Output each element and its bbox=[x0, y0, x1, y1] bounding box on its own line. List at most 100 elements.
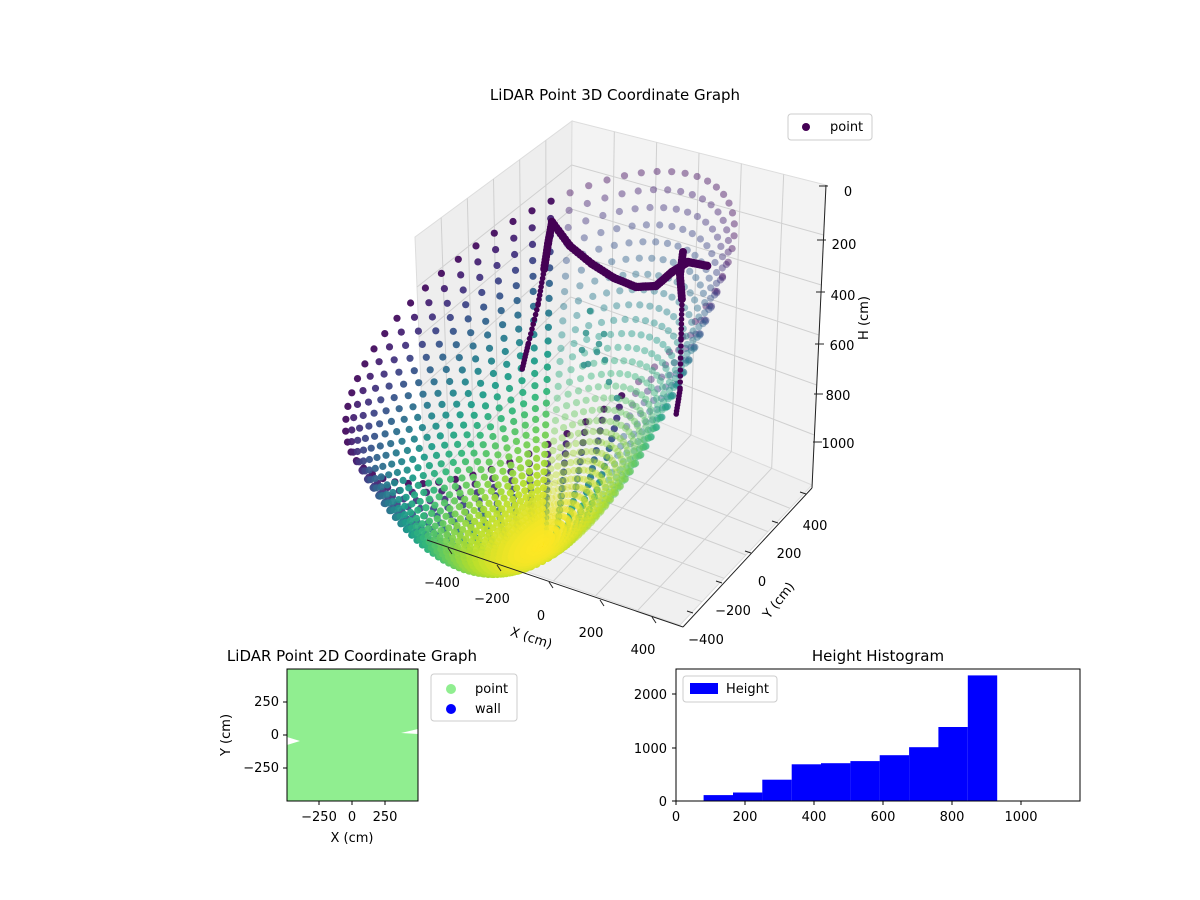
surface-point bbox=[371, 384, 380, 392]
surface-point bbox=[531, 369, 539, 378]
surface-point bbox=[425, 462, 433, 470]
surface-point bbox=[628, 330, 636, 338]
surface-point bbox=[570, 511, 579, 519]
surface-point bbox=[588, 406, 596, 414]
histogram-bar bbox=[703, 795, 733, 801]
surface-point bbox=[565, 206, 573, 214]
surface-point bbox=[631, 454, 639, 462]
surface-point bbox=[481, 402, 490, 410]
x-axis-line bbox=[426, 539, 684, 628]
surface-point bbox=[545, 481, 553, 489]
surface-point bbox=[548, 533, 556, 541]
surface-point bbox=[505, 384, 514, 393]
x-tick-label: 1000 bbox=[1004, 810, 1037, 825]
surface-point bbox=[616, 370, 624, 378]
surface-point bbox=[571, 475, 580, 483]
surface-point bbox=[573, 524, 581, 532]
surface-point bbox=[557, 543, 565, 551]
z-tick-label: 200 bbox=[832, 238, 857, 253]
surface-point bbox=[583, 503, 591, 511]
surface-point bbox=[595, 478, 604, 487]
surface-point bbox=[629, 454, 637, 462]
surface-point bbox=[465, 466, 473, 474]
surface-point bbox=[406, 354, 414, 362]
trajectory-point bbox=[677, 379, 683, 385]
surface-point bbox=[615, 403, 623, 411]
surface-point bbox=[399, 476, 407, 484]
trajectory-point bbox=[535, 302, 541, 308]
surface-point bbox=[402, 493, 410, 501]
surface-point bbox=[500, 494, 508, 502]
surface-point bbox=[571, 519, 579, 527]
histogram-y-ticks: 0 1000 2000 bbox=[634, 688, 676, 810]
surface-point bbox=[509, 217, 517, 226]
surface-point bbox=[564, 498, 572, 506]
surface-point bbox=[583, 488, 591, 496]
surface-point bbox=[496, 292, 504, 300]
surface-point bbox=[619, 383, 628, 391]
surface-point bbox=[560, 513, 568, 521]
surface-point bbox=[511, 266, 520, 274]
surface-point bbox=[479, 516, 488, 524]
y-tick-label: 250 bbox=[254, 695, 279, 710]
surface-point bbox=[619, 475, 627, 483]
surface-point bbox=[730, 220, 738, 228]
surface-point bbox=[484, 480, 492, 488]
surface-point bbox=[454, 440, 462, 448]
surface-point bbox=[558, 469, 566, 477]
surface-point bbox=[402, 341, 410, 349]
surface-point bbox=[472, 242, 480, 250]
surface-point bbox=[410, 491, 419, 499]
surface-point bbox=[528, 224, 536, 232]
surface-point bbox=[654, 401, 662, 409]
surface-point bbox=[583, 199, 591, 208]
surface-point bbox=[589, 511, 597, 519]
surface-point bbox=[393, 314, 401, 322]
x-tick-label: 0 bbox=[348, 810, 356, 825]
z-axis-line bbox=[811, 184, 827, 489]
surface-point bbox=[636, 451, 644, 459]
surface-point bbox=[612, 474, 621, 482]
surface-point bbox=[414, 413, 422, 421]
surface-point bbox=[597, 474, 605, 482]
surface-point bbox=[428, 443, 436, 451]
surface-point bbox=[581, 495, 589, 503]
surface-point bbox=[499, 467, 507, 475]
surface-point bbox=[551, 506, 560, 514]
surface-point bbox=[642, 442, 650, 450]
trajectory-point bbox=[540, 271, 547, 278]
surface-point bbox=[451, 482, 459, 490]
surface-point bbox=[657, 394, 665, 402]
surface-point bbox=[693, 304, 702, 312]
surface-point bbox=[529, 257, 537, 265]
surface-point bbox=[559, 522, 567, 530]
surface-point bbox=[630, 460, 638, 468]
surface-point bbox=[570, 522, 578, 530]
surface-point bbox=[656, 377, 664, 385]
surface-point bbox=[653, 336, 661, 344]
surface-point bbox=[430, 378, 438, 386]
surface-point bbox=[711, 291, 719, 299]
surface-point bbox=[691, 251, 699, 259]
surface-point bbox=[664, 395, 672, 403]
surface-point bbox=[464, 389, 472, 398]
surface-point bbox=[481, 525, 489, 533]
surface-point bbox=[600, 492, 608, 500]
surface-point bbox=[597, 507, 605, 515]
surface-point bbox=[491, 474, 499, 482]
surface-point bbox=[576, 475, 584, 483]
surface-point bbox=[564, 390, 572, 398]
surface-point bbox=[548, 540, 556, 549]
surface-point bbox=[604, 490, 613, 498]
surface-point bbox=[626, 385, 635, 393]
surface-point bbox=[649, 424, 657, 433]
surface-point bbox=[554, 512, 562, 520]
surface-point bbox=[560, 302, 568, 311]
trajectory-point bbox=[678, 311, 685, 318]
surface-point bbox=[510, 234, 518, 242]
surface-point bbox=[593, 484, 601, 492]
surface-point bbox=[588, 499, 596, 507]
surface-point bbox=[473, 458, 482, 466]
x-tick-label: 800 bbox=[940, 810, 965, 825]
surface-point bbox=[648, 419, 656, 427]
